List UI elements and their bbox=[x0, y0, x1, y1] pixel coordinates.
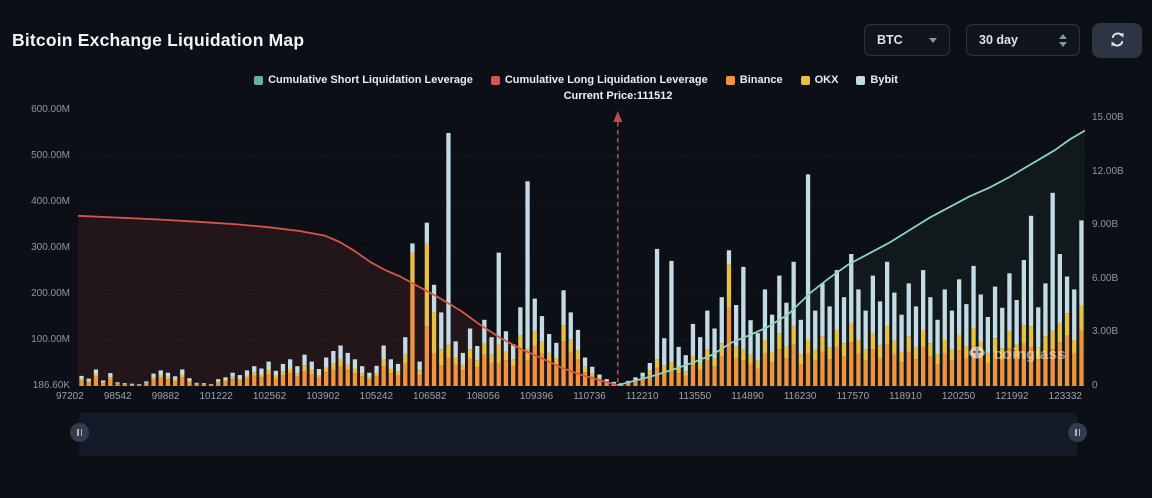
legend-swatch-icon bbox=[725, 75, 735, 85]
long-liquidation-line bbox=[78, 214, 618, 386]
x-axis-tick: 116230 bbox=[783, 391, 817, 402]
navigator-left-handle[interactable] bbox=[70, 423, 89, 442]
legend-swatch-icon bbox=[490, 75, 500, 85]
y-left-tick: 300.00M bbox=[31, 242, 70, 253]
y-right-tick: 9.00B bbox=[1092, 219, 1119, 230]
refresh-icon bbox=[1108, 30, 1127, 52]
plot-svg[interactable] bbox=[78, 110, 1085, 386]
y-right-tick: 6.00B bbox=[1092, 272, 1119, 284]
y-right-tick: 0 bbox=[1092, 379, 1098, 391]
x-axis: 97202 98542 99882 101222 102562 103902 105242 1… bbox=[56, 391, 1082, 402]
y-left-tick: 100.00M bbox=[31, 334, 70, 345]
caret-down-icon bbox=[929, 37, 937, 43]
refresh-button[interactable] bbox=[1092, 23, 1142, 58]
legend-item[interactable]: Bybit bbox=[856, 74, 898, 86]
legend-item[interactable]: Cumulative Short Liquidation Leverage bbox=[254, 74, 473, 86]
current-price-label: Current Price:111512 bbox=[563, 90, 673, 102]
x-axis-tick: 102562 bbox=[252, 391, 287, 402]
legend-label: Bybit bbox=[870, 74, 898, 86]
legend-swatch-icon bbox=[856, 75, 866, 85]
x-axis-tick: 98542 bbox=[103, 391, 132, 402]
y-right-tick: 12.00B bbox=[1092, 165, 1124, 177]
x-axis-tick: 108056 bbox=[466, 391, 500, 402]
short-liquidation-line bbox=[617, 129, 1085, 386]
legend: Cumulative Short Liquidation Leverage Cum… bbox=[0, 74, 1152, 86]
bars-layer bbox=[79, 133, 1084, 386]
legend-item[interactable]: OKX bbox=[800, 74, 839, 86]
x-axis-tick: 106582 bbox=[413, 391, 447, 402]
x-axis-tick: 109396 bbox=[519, 391, 554, 402]
legend-label: Cumulative Short Liquidation Leverage bbox=[268, 74, 473, 86]
current-price-arrow-icon bbox=[613, 111, 623, 122]
range-select[interactable]: 30 day bbox=[966, 24, 1080, 56]
range-select-value: 30 day bbox=[979, 33, 1018, 47]
y-right-tick: 3.00B bbox=[1092, 326, 1119, 337]
x-axis-tick: 114890 bbox=[731, 391, 764, 402]
x-axis-tick: 103902 bbox=[306, 391, 340, 402]
x-axis-tick: 121992 bbox=[995, 391, 1029, 402]
navigator-right-handle[interactable] bbox=[1068, 423, 1087, 442]
legend-item[interactable]: Binance bbox=[725, 74, 783, 86]
legend-label: OKX bbox=[814, 74, 839, 86]
x-axis-tick: 123332 bbox=[1048, 391, 1082, 402]
navigator-scrollbar[interactable] bbox=[79, 413, 1077, 456]
legend-label: Cumulative Long Liquidation Leverage bbox=[504, 74, 708, 86]
page-title: Bitcoin Exchange Liquidation Map bbox=[12, 30, 305, 50]
x-axis-tick: 105242 bbox=[359, 391, 394, 402]
y-right-tick: 15.00B bbox=[1092, 112, 1124, 123]
y-left-tick: 500.00M bbox=[31, 150, 70, 161]
y-left-tick: 400.00M bbox=[31, 196, 70, 207]
y-left-tick: 186.60K bbox=[32, 380, 70, 391]
x-axis-tick: 112210 bbox=[625, 391, 659, 402]
x-axis-tick: 120250 bbox=[941, 391, 976, 402]
stepper-icon bbox=[1059, 33, 1067, 47]
x-axis-tick: 118910 bbox=[889, 391, 922, 402]
legend-label: Binance bbox=[739, 74, 783, 86]
legend-swatch-icon bbox=[800, 75, 810, 85]
symbol-select-value: BTC bbox=[877, 33, 903, 47]
legend-swatch-icon bbox=[254, 75, 264, 85]
legend-item[interactable]: Cumulative Long Liquidation Leverage bbox=[490, 74, 708, 86]
x-axis-tick: 101222 bbox=[199, 391, 233, 402]
x-axis-tick: 97202 bbox=[56, 391, 84, 402]
y-left-tick: 200.00M bbox=[31, 288, 70, 299]
x-axis-tick: 113550 bbox=[678, 391, 712, 402]
y-left-tick: 600.00M bbox=[31, 104, 70, 115]
x-axis-tick: 99882 bbox=[151, 391, 180, 402]
symbol-select[interactable]: BTC bbox=[864, 24, 950, 56]
x-axis-tick: 117570 bbox=[836, 391, 870, 402]
x-axis-tick: 110736 bbox=[573, 391, 606, 402]
